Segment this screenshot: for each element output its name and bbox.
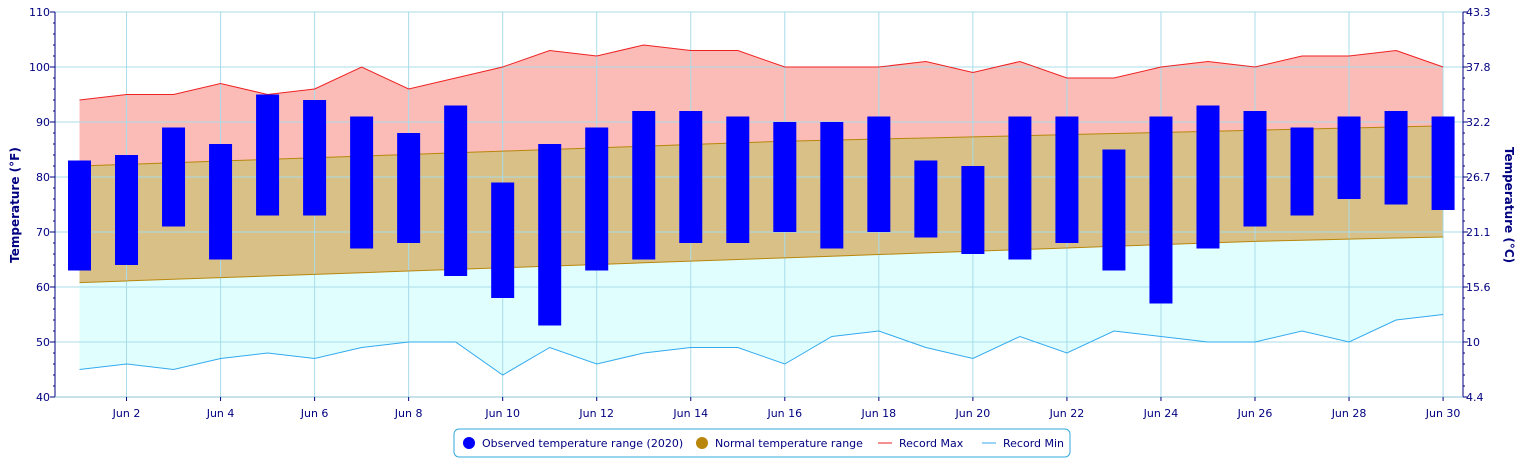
observed-bar <box>162 127 186 227</box>
x-tick-label: Jun 4 <box>206 407 235 420</box>
x-tick-label: Jun 24 <box>1143 407 1179 420</box>
observed-bar <box>585 127 609 271</box>
y-tick-label: 110 <box>29 6 50 19</box>
observed-bar <box>1149 116 1173 304</box>
y-tick-label: 40 <box>36 391 50 404</box>
observed-bar <box>961 166 985 254</box>
normal-range-area <box>79 125 1444 283</box>
legend-observed-marker[interactable] <box>463 437 475 449</box>
x-tick-label: Jun 26 <box>1237 407 1273 420</box>
x-tick-label: Jun 16 <box>766 407 802 420</box>
x-tick-label: Jun 14 <box>672 407 708 420</box>
legend-normal-label[interactable]: Normal temperature range <box>715 437 863 450</box>
y2-tick-label: 4.4 <box>1466 391 1484 404</box>
y-tick-label: 60 <box>36 281 50 294</box>
x-tick-label: Jun 10 <box>484 407 520 420</box>
y2-tick-label: 37.8 <box>1466 61 1491 74</box>
observed-bar <box>303 100 327 216</box>
y-tick-label: 50 <box>36 336 50 349</box>
y-tick-label: 70 <box>36 226 50 239</box>
observed-bar <box>632 111 656 260</box>
observed-bar <box>256 94 280 216</box>
record-max-area <box>79 45 1444 166</box>
x-tick-label: Jun 12 <box>578 407 614 420</box>
x-tick-label: Jun 22 <box>1049 407 1085 420</box>
x-tick-label: Jun 20 <box>955 407 991 420</box>
observed-bar <box>1055 116 1079 243</box>
observed-bar <box>491 182 515 298</box>
y2-tick-label: 21.1 <box>1466 226 1491 239</box>
legend-box <box>453 428 1071 458</box>
observed-bar <box>1008 116 1032 260</box>
x-tick-label: Jun 6 <box>300 407 329 420</box>
x-tick-label: Jun 8 <box>394 407 423 420</box>
observed-bar <box>209 144 233 260</box>
observed-bar <box>538 144 562 326</box>
y-tick-label: 80 <box>36 171 50 184</box>
legend: Observed temperature range (2020) Normal… <box>453 428 1071 458</box>
y2-tick-label: 43.3 <box>1466 6 1491 19</box>
observed-bar <box>1431 116 1455 210</box>
observed-bar <box>1196 105 1220 249</box>
observed-bar <box>1290 127 1314 216</box>
x-tick-label: Jun 2 <box>112 407 141 420</box>
observed-bar <box>867 116 891 232</box>
x-tick-label: Jun 28 <box>1331 407 1367 420</box>
observed-bar <box>350 116 374 249</box>
legend-record-max-label[interactable]: Record Max <box>899 437 964 450</box>
y-tick-label: 90 <box>36 116 50 129</box>
observed-bar <box>1337 116 1361 199</box>
x-tick-label: Jun 18 <box>860 407 896 420</box>
observed-bar <box>726 116 750 243</box>
observed-bar <box>820 122 844 249</box>
observed-bar <box>679 111 703 243</box>
y2-tick-label: 15.6 <box>1466 281 1491 294</box>
record-min-line <box>79 314 1444 376</box>
y2-tick-label: 26.7 <box>1466 171 1491 184</box>
legend-observed-label[interactable]: Observed temperature range (2020) <box>482 437 683 450</box>
observed-bar <box>444 105 468 276</box>
observed-bar <box>115 155 139 265</box>
y2-tick-label: 10 <box>1466 336 1480 349</box>
y2-axis-title: Temperature (°C) <box>1502 147 1516 263</box>
observed-bar <box>773 122 797 232</box>
observed-bar <box>1102 149 1126 271</box>
y-tick-label: 100 <box>29 61 50 74</box>
record-max-line <box>79 44 1444 101</box>
observed-bar <box>1384 111 1408 205</box>
legend-normal-marker[interactable] <box>696 437 708 449</box>
x-tick-label: Jun 30 <box>1425 407 1461 420</box>
legend-record-min-label[interactable]: Record Min <box>1003 437 1064 450</box>
y-axis-title: Temperature (°F) <box>8 147 22 263</box>
observed-bar <box>1243 111 1267 227</box>
observed-bar <box>914 160 938 238</box>
plot-area: 40 50 60 70 80 90 100 110 4.4 10 15.6 21.1 26.7 32.2 3… <box>29 6 1491 420</box>
observed-bar <box>68 160 91 271</box>
y2-tick-label: 32.2 <box>1466 116 1491 129</box>
observed-bar <box>397 133 421 243</box>
